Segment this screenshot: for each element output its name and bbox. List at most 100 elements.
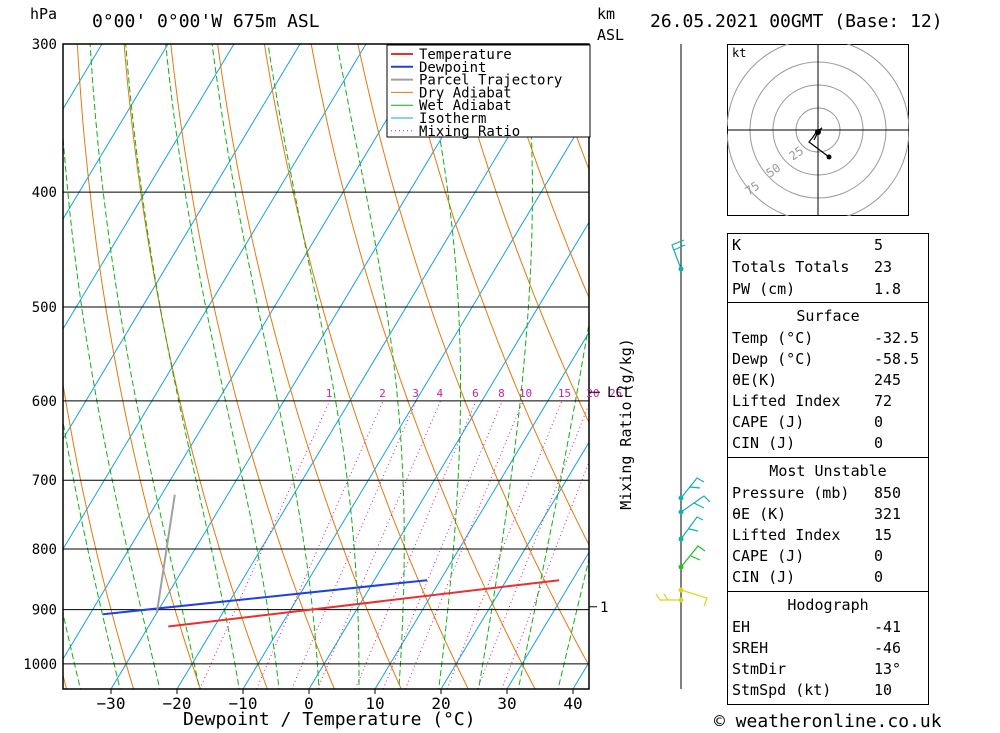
mu-value: 0: [874, 547, 884, 565]
temperature-tick-label: 40: [563, 694, 582, 713]
mixing-ratio-label: 6: [472, 387, 479, 400]
mixing-ratio-label: 10: [519, 387, 532, 400]
mixing-ratio-line: [354, 400, 477, 689]
mixing-ratio-label: 1: [326, 387, 333, 400]
isotherm-line: [308, 221, 589, 689]
dry-adiabat-line: [63, 673, 68, 689]
temperature-tick-label: 0: [304, 694, 314, 713]
wind-barb-dot: [678, 509, 684, 515]
hodo-label: EH: [732, 618, 751, 636]
surface-section-title: Surface: [796, 307, 860, 325]
isotherm-line: [63, 44, 367, 551]
hodograph-ring-25: 25: [786, 144, 806, 164]
surface-value: 0: [874, 434, 884, 452]
wind-barb: [680, 516, 704, 540]
wind-barb: [655, 593, 681, 601]
wet-adiabat-line: [63, 418, 121, 689]
isotherm-line: [374, 331, 589, 689]
temperature-tick-label: −20: [163, 694, 192, 713]
legend-entry: Dry Adiabat: [419, 85, 512, 101]
mixing-ratio-label: 25: [609, 387, 622, 400]
dry-adiabat-line: [357, 44, 589, 667]
mixing-ratio-line: [446, 400, 563, 689]
wet-adiabat-line: [63, 130, 161, 689]
dry-adiabat-line: [947, 9, 1000, 694]
temperature-line: [168, 579, 560, 628]
legend-entry: Temperature: [419, 47, 512, 63]
index-value: 5: [874, 236, 884, 254]
isotherm-line: [63, 44, 433, 661]
mixing-ratio-line: [477, 403, 589, 689]
temperature-tick-label: −10: [229, 694, 258, 713]
isotherm-line: [63, 44, 103, 110]
x-axis-title: Dewpoint / Temperature (°C): [183, 709, 476, 730]
copyright-link[interactable]: © weatheronline.co.uk: [714, 711, 942, 732]
isotherm-line: [63, 44, 169, 220]
dry-adiabat-line: [263, 44, 469, 689]
hodo-value: -41: [874, 618, 902, 636]
wind-barb-dot: [678, 597, 684, 603]
wet-adiabat-line: [89, 44, 201, 689]
hodograph-section-title: Hodograph: [787, 596, 869, 614]
hodo-label: StmDir: [732, 660, 787, 678]
datetime-title: 26.05.2021 00GMT (Base: 12): [650, 11, 943, 32]
wet-adiabat-line: [422, 44, 461, 689]
hodograph-panel: kt 25 50 75: [727, 44, 909, 216]
index-label: PW (cm): [732, 280, 796, 298]
pressure-unit-label: hPa: [30, 5, 58, 23]
wet-adiabat-line: [336, 44, 405, 689]
mu-value: 15: [874, 526, 893, 544]
legend-entry: Dewpoint: [419, 60, 486, 76]
pressure-tick-label: 900: [32, 603, 57, 619]
legend-entry: Parcel Trajectory: [419, 73, 562, 89]
dry-adiabat-line: [993, 9, 1000, 694]
wind-barb: [680, 477, 705, 499]
dry-adiabat-line: [63, 381, 135, 689]
isotherm-line: [440, 441, 589, 689]
pressure-tick-label: 500: [32, 300, 57, 316]
mixing-ratio-label: 3: [412, 387, 419, 400]
wet-adiabat-line: [63, 611, 82, 689]
mu-value: 321: [874, 505, 902, 523]
dry-adiabat-line: [497, 44, 589, 300]
surface-label: θE(K): [732, 371, 778, 389]
surface-label: Dewp (°C): [732, 350, 814, 368]
hodo-value: 10: [874, 681, 893, 699]
surface-value: 72: [874, 392, 893, 410]
hodo-label: StmSpd (kt): [732, 681, 832, 699]
mixing-ratio-line: [317, 400, 441, 689]
wind-barb: [680, 495, 711, 513]
dry-adiabat-line: [217, 44, 402, 689]
wind-barb: [680, 545, 706, 568]
wind-barb-dot: [678, 266, 684, 272]
mixing-ratio-line: [501, 460, 589, 689]
wind-barb-dot: [678, 495, 684, 501]
mixing-ratio-label: 4: [437, 387, 444, 400]
dry-adiabat-line: [170, 44, 335, 689]
hodograph-unit: kt: [732, 46, 746, 60]
pressure-tick-label: 1000: [23, 657, 57, 673]
dewpoint-line: [102, 579, 428, 616]
hodo-value: -46: [874, 639, 902, 657]
legend-entry: Mixing Ratio: [419, 124, 520, 140]
hodograph-ring-75: 75: [742, 179, 762, 199]
isotherm-line: [63, 44, 301, 441]
wind-barb-dot: [678, 536, 684, 542]
mixing-ratio-title: Mixing Ratio (g/kg): [616, 338, 635, 510]
hodo-value: 13°: [874, 660, 902, 678]
index-value: 23: [874, 258, 893, 276]
wet-adiabat-line: [165, 44, 280, 689]
mu-value: 0: [874, 568, 884, 586]
temperature-tick-label: −30: [97, 694, 126, 713]
pressure-tick-label: 800: [32, 542, 57, 558]
lcl-label: LCL: [607, 385, 632, 401]
mu-value: 850: [874, 484, 902, 502]
index-value: 1.8: [874, 280, 902, 298]
dry-adiabat-line: [450, 44, 589, 424]
mixing-ratio-label: 20: [586, 387, 599, 400]
mu-label: θE (K): [732, 505, 787, 523]
surface-label: Temp (°C): [732, 329, 814, 347]
wind-barb-dot: [678, 564, 684, 570]
